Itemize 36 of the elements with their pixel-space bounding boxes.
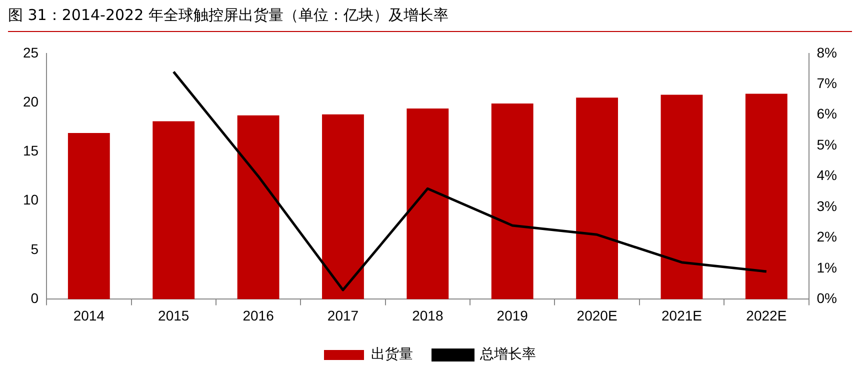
- y2-tick-label: 8%: [816, 44, 837, 60]
- x-tick-label: 2020E: [576, 307, 618, 324]
- y2-tick-label: 1%: [816, 259, 837, 276]
- y-tick-label: 0: [30, 290, 39, 306]
- bar: [745, 94, 788, 300]
- y2-tick-label: 3%: [816, 198, 837, 214]
- y-tick-label: 20: [22, 93, 39, 110]
- y2-tick-label: 6%: [816, 106, 837, 122]
- bar: [576, 98, 618, 300]
- chart-title: 图 31：2014-2022 年全球触控屏出货量（单位：亿块）及增长率: [8, 6, 852, 32]
- bar: [491, 104, 534, 300]
- bar: [68, 133, 110, 300]
- y2-tick-label: 7%: [816, 74, 837, 91]
- y-tick-label: 5: [30, 240, 39, 257]
- legend-label: 出货量: [371, 346, 413, 363]
- y2-tick-label: 4%: [816, 167, 837, 184]
- bar: [237, 115, 280, 300]
- x-tick-label: 2019: [496, 307, 528, 324]
- bar: [322, 114, 364, 300]
- legend-label: 总增长率: [479, 346, 536, 363]
- y-tick-label: 10: [22, 192, 39, 208]
- bar: [406, 108, 449, 300]
- y-tick-label: 15: [22, 142, 39, 159]
- x-tick-label: 2017: [327, 307, 359, 324]
- x-tick-label: 2022E: [746, 307, 787, 324]
- x-tick-label: 2021E: [661, 307, 702, 324]
- y2-tick-label: 0%: [816, 290, 837, 306]
- x-tick-label: 2015: [158, 307, 190, 324]
- bar: [660, 94, 703, 300]
- x-tick-label: 2016: [242, 307, 274, 324]
- y-tick-label: 25: [22, 44, 39, 60]
- y2-tick-label: 2%: [816, 228, 837, 245]
- bar: [152, 121, 195, 300]
- y2-tick-label: 5%: [816, 136, 837, 152]
- x-tick-label: 2018: [412, 307, 444, 324]
- x-tick-label: 2014: [73, 307, 105, 324]
